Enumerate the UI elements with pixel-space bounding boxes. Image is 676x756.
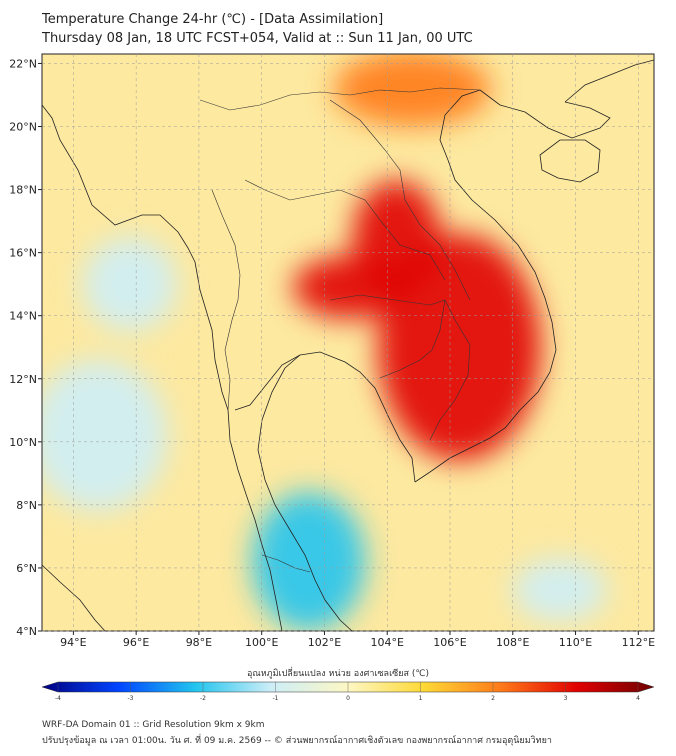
tick-label-lon: 102°E bbox=[308, 636, 341, 649]
tick-label-lon: 100°E bbox=[245, 636, 278, 649]
colorbar-tick-label: -4 bbox=[55, 695, 61, 702]
tick-label-lon: 98°E bbox=[186, 636, 212, 649]
country-borders bbox=[199, 87, 481, 573]
border-laos-vietnam bbox=[329, 99, 471, 301]
latitude-axis: 4°N 6°N 8°N 10°N 12°N 14°N 16°N 18°N 20°N 22°N bbox=[9, 57, 42, 638]
border-thailand-cambodia bbox=[329, 294, 446, 379]
colorbar-tick-label: -2 bbox=[200, 695, 206, 702]
tick-label-lon: 106°E bbox=[433, 636, 466, 649]
coastline-hainan bbox=[539, 139, 601, 183]
anomaly-strong-warming-cambodia-vietnam bbox=[377, 233, 542, 461]
coastline-vietnam bbox=[414, 89, 557, 483]
coastline-malay-peninsula-east bbox=[257, 354, 353, 631]
chart-subtitle: Thursday 08 Jan, 18 UTC FCST+054, Valid … bbox=[42, 31, 473, 46]
longitude-axis: 94°E 96°E 98°E 100°E 102°E 104°E 106°E 108°E 110… bbox=[60, 631, 655, 649]
coastline-outlines bbox=[42, 59, 654, 631]
coastline-sumatra bbox=[42, 564, 106, 631]
colorbar-tick-label: 2 bbox=[491, 695, 495, 702]
anomaly-cooling-gulf-of-thailand bbox=[252, 492, 366, 631]
graticule bbox=[42, 54, 654, 632]
tick-label-lon: 112°E bbox=[622, 636, 655, 649]
tick-label-lat: 10°N bbox=[9, 436, 37, 449]
colorbar-label: อุณหภูมิเปลี่ยนแปลง หน่วย องศาเซลเซียส (… bbox=[246, 669, 430, 679]
anomaly-cooling-bay-of-bengal-north bbox=[82, 236, 177, 332]
chart-title: Temperature Change 24-hr (℃) - [Data Ass… bbox=[42, 12, 384, 27]
colorbar-tick-label: 4 bbox=[636, 695, 640, 702]
tick-label-lat: 20°N bbox=[9, 121, 37, 134]
coastline-myanmar-thailand-malaysia bbox=[42, 104, 283, 631]
anomaly-cooling-south-china-sea bbox=[512, 558, 607, 622]
coastline-china-south bbox=[564, 59, 654, 103]
colorbar-tick-label: -3 bbox=[127, 695, 134, 702]
coastline-gulf-of-tonkin bbox=[479, 89, 611, 139]
tick-label-lon: 94°E bbox=[60, 636, 86, 649]
coastline-gulf-of-thailand bbox=[234, 351, 416, 483]
tick-label-lon: 96°E bbox=[123, 636, 149, 649]
tick-label-lat: 18°N bbox=[9, 184, 37, 197]
colorbar-tick-label: -1 bbox=[272, 695, 279, 702]
tick-label-lat: 6°N bbox=[16, 562, 37, 575]
anomaly-warming-northeast-thailand bbox=[293, 255, 407, 319]
tick-label-lon: 108°E bbox=[496, 636, 529, 649]
tick-label-lat: 14°N bbox=[9, 310, 37, 323]
anomaly-warming-yunnan bbox=[333, 54, 491, 127]
border-china bbox=[199, 87, 481, 111]
tick-label-lat: 12°N bbox=[9, 373, 37, 386]
colorbar-tick-label: 0 bbox=[346, 695, 350, 702]
tick-label-lat: 4°N bbox=[16, 625, 37, 638]
anomaly-cooling-andaman-sea bbox=[42, 359, 168, 512]
tick-label-lat: 22°N bbox=[9, 57, 37, 70]
tick-label-lon: 110°E bbox=[559, 636, 592, 649]
tick-label-lon: 104°E bbox=[371, 636, 404, 649]
border-thailand-laos bbox=[244, 179, 446, 281]
border-cambodia-vietnam bbox=[429, 299, 471, 441]
footer-model-info: WRF-DA Domain 01 :: Grid Resolution 9km … bbox=[42, 720, 265, 730]
border-thailand-malaysia bbox=[261, 554, 311, 573]
colorbar bbox=[41, 681, 655, 693]
colorbar-tick-label: 3 bbox=[563, 695, 568, 702]
tick-label-lat: 16°N bbox=[9, 247, 37, 260]
tick-label-lat: 8°N bbox=[16, 499, 37, 512]
colorbar-tick-label: 1 bbox=[418, 695, 423, 702]
footer-update-info: ปรับปรุงข้อมูล ณ เวลา 01:00น. วัน ศ. ที่… bbox=[42, 736, 552, 746]
border-myanmar-thailand bbox=[211, 189, 241, 411]
